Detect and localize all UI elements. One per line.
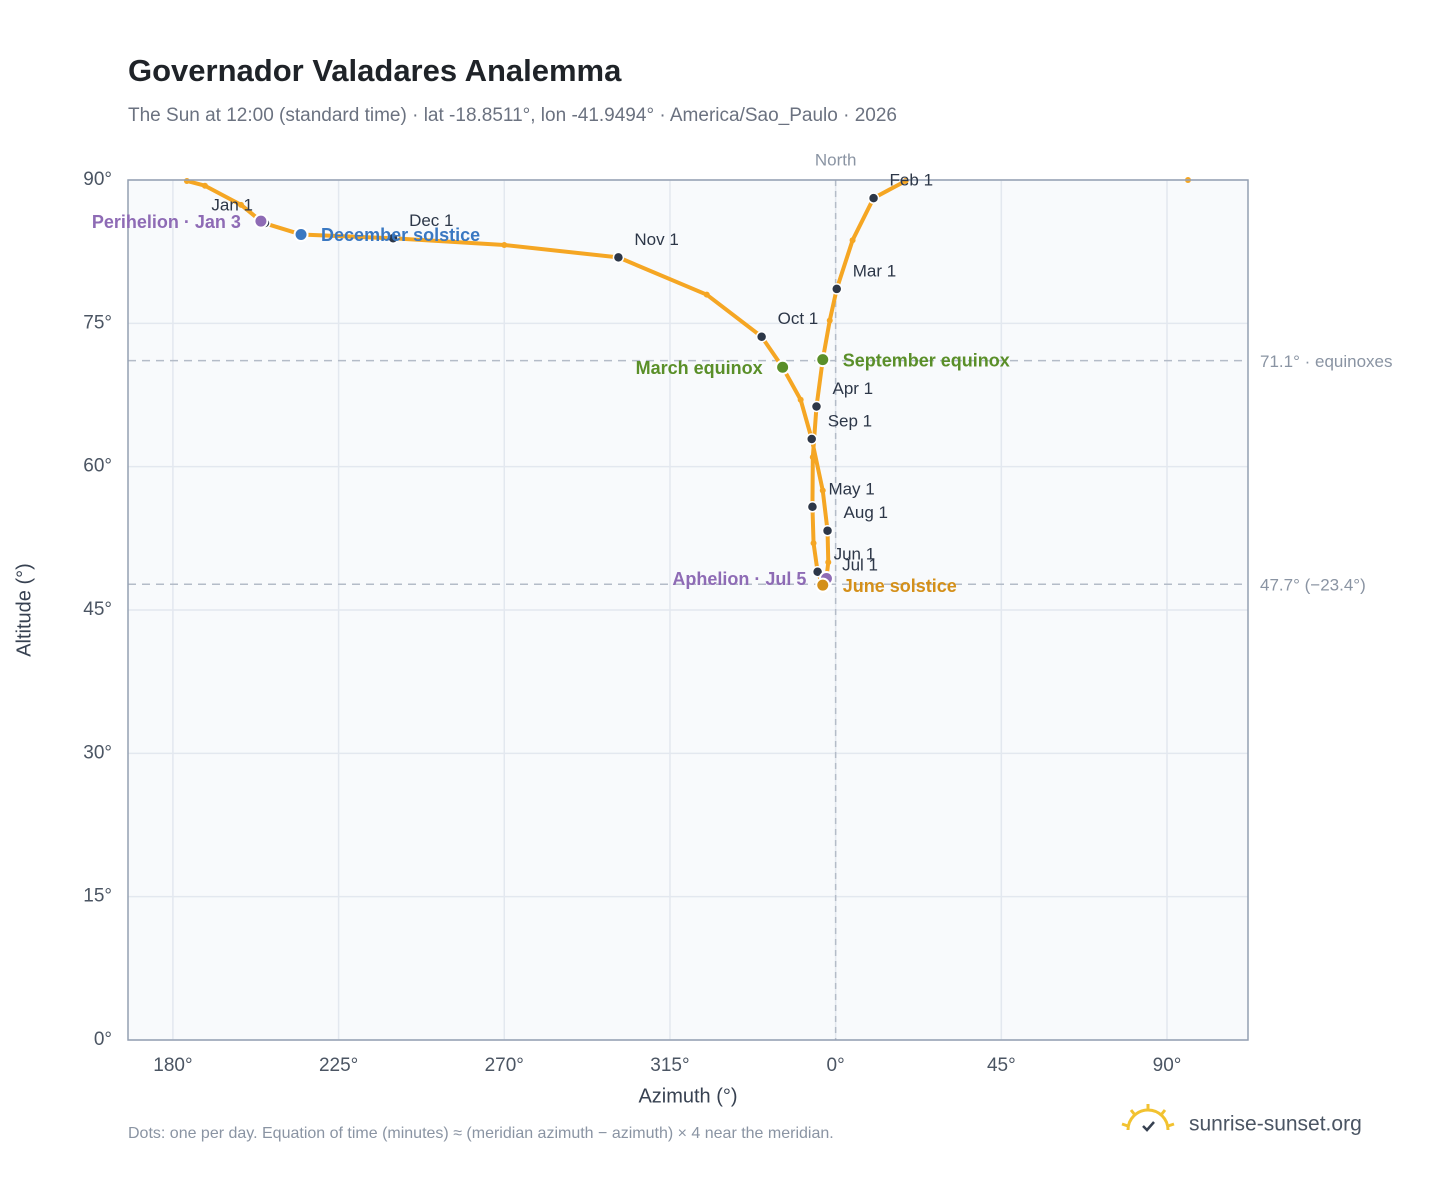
month-label: Mar 1 (853, 261, 896, 280)
month-label: Oct 1 (778, 309, 819, 328)
month-label: Jan 1 (211, 195, 253, 214)
month-label: Aug 1 (844, 503, 888, 522)
month-label: Sep 1 (828, 411, 872, 430)
month-label: Jul 1 (842, 556, 878, 575)
brand: sunrise-sunset.org (1189, 1113, 1362, 1136)
month-marker (821, 524, 834, 537)
month-marker (867, 192, 880, 204)
y-tick-label: 30° (83, 742, 112, 763)
x-tick-label: 180° (153, 1055, 192, 1076)
event-label: March equinox (636, 358, 763, 378)
plot-border (127, 179, 1249, 1041)
month-marker (612, 251, 625, 264)
month-label: May 1 (828, 479, 874, 498)
x-tick-label: 225° (319, 1055, 358, 1076)
x-tick-label: 0° (827, 1055, 845, 1076)
month-marker (830, 283, 843, 295)
event-marker (815, 577, 831, 593)
chart-title: Governador Valadares Analemma (128, 53, 622, 88)
y-tick-label: 90° (83, 169, 112, 190)
day-dot (703, 291, 710, 298)
x-tick-label: 90° (1153, 1055, 1182, 1076)
event-marker (775, 359, 791, 375)
month-marker (810, 400, 823, 413)
x-tick-label: 270° (485, 1055, 524, 1076)
day-dot (501, 241, 508, 248)
month-label: Apr 1 (832, 379, 873, 398)
event-label: Aphelion · Jul 5 (672, 569, 806, 589)
month-marker (387, 232, 399, 245)
month-marker (755, 330, 768, 343)
day-dot (849, 237, 856, 244)
x-tick-label: 45° (987, 1055, 1016, 1076)
y-tick-label: 0° (94, 1029, 112, 1050)
marks (183, 177, 1191, 593)
y-tick-label: 15° (83, 886, 112, 907)
meridian-label: North (815, 150, 857, 169)
reference-label: 71.1° · equinoxes (1260, 352, 1393, 371)
y-axis-label: Altitude (°) (13, 563, 35, 657)
month-label: Dec 1 (409, 211, 453, 230)
month-label: Nov 1 (634, 230, 678, 249)
day-dot (201, 182, 208, 189)
y-tick-label: 45° (83, 599, 112, 620)
month-label: Feb 1 (890, 171, 933, 190)
day-dot (797, 396, 804, 403)
day-dot (826, 317, 833, 324)
event-label: September equinox (843, 350, 1010, 370)
y-tick-label: 60° (83, 456, 112, 477)
x-axis-label: Azimuth (°) (638, 1085, 737, 1107)
brand-logo (1121, 1104, 1175, 1132)
month-marker (806, 501, 819, 513)
month-label: Jun 1 (834, 544, 876, 563)
chart-subtitle: The Sun at 12:00 (standard time) · lat -… (128, 105, 897, 126)
month-marker (811, 566, 824, 578)
month-marker (805, 433, 818, 445)
event-marker (293, 226, 309, 242)
event-marker (815, 352, 831, 368)
day-dot (810, 540, 817, 547)
footnote: Dots: one per day. Equation of time (min… (128, 1125, 834, 1142)
y-tick-label: 75° (83, 312, 112, 333)
event-label: Perihelion · Jan 3 (92, 212, 241, 232)
day-dot (809, 454, 816, 461)
reference-label: 47.7° (−23.4°) (1260, 576, 1366, 595)
event-marker (253, 213, 269, 229)
day-dot (819, 487, 826, 494)
day-dot (825, 559, 832, 566)
day-dot (238, 201, 245, 208)
x-tick-label: 315° (650, 1055, 689, 1076)
event-label: June solstice (843, 576, 957, 596)
event-label: December solstice (321, 225, 480, 245)
day-dot (183, 177, 190, 184)
